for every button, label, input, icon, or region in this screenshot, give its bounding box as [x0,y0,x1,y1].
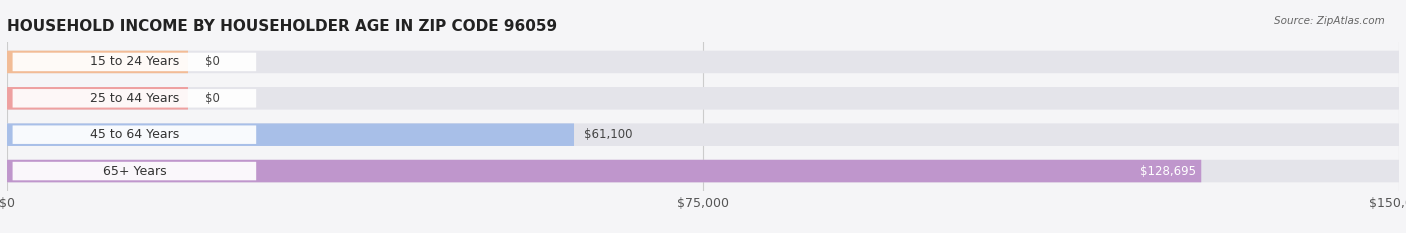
FancyBboxPatch shape [7,123,1399,146]
Text: $128,695: $128,695 [1140,164,1195,178]
FancyBboxPatch shape [13,89,256,108]
FancyBboxPatch shape [7,160,1399,182]
FancyBboxPatch shape [7,87,1399,110]
FancyBboxPatch shape [13,53,256,71]
Text: 45 to 64 Years: 45 to 64 Years [90,128,179,141]
Text: $61,100: $61,100 [583,128,633,141]
Text: 65+ Years: 65+ Years [103,164,166,178]
FancyBboxPatch shape [7,160,1201,182]
Text: 15 to 24 Years: 15 to 24 Years [90,55,179,69]
Text: $0: $0 [205,55,219,69]
FancyBboxPatch shape [7,87,188,110]
FancyBboxPatch shape [7,123,574,146]
FancyBboxPatch shape [7,51,188,73]
Text: 25 to 44 Years: 25 to 44 Years [90,92,179,105]
FancyBboxPatch shape [13,162,256,180]
Text: Source: ZipAtlas.com: Source: ZipAtlas.com [1274,16,1385,26]
Text: $0: $0 [205,92,219,105]
FancyBboxPatch shape [13,125,256,144]
Text: HOUSEHOLD INCOME BY HOUSEHOLDER AGE IN ZIP CODE 96059: HOUSEHOLD INCOME BY HOUSEHOLDER AGE IN Z… [7,19,557,34]
FancyBboxPatch shape [7,51,1399,73]
